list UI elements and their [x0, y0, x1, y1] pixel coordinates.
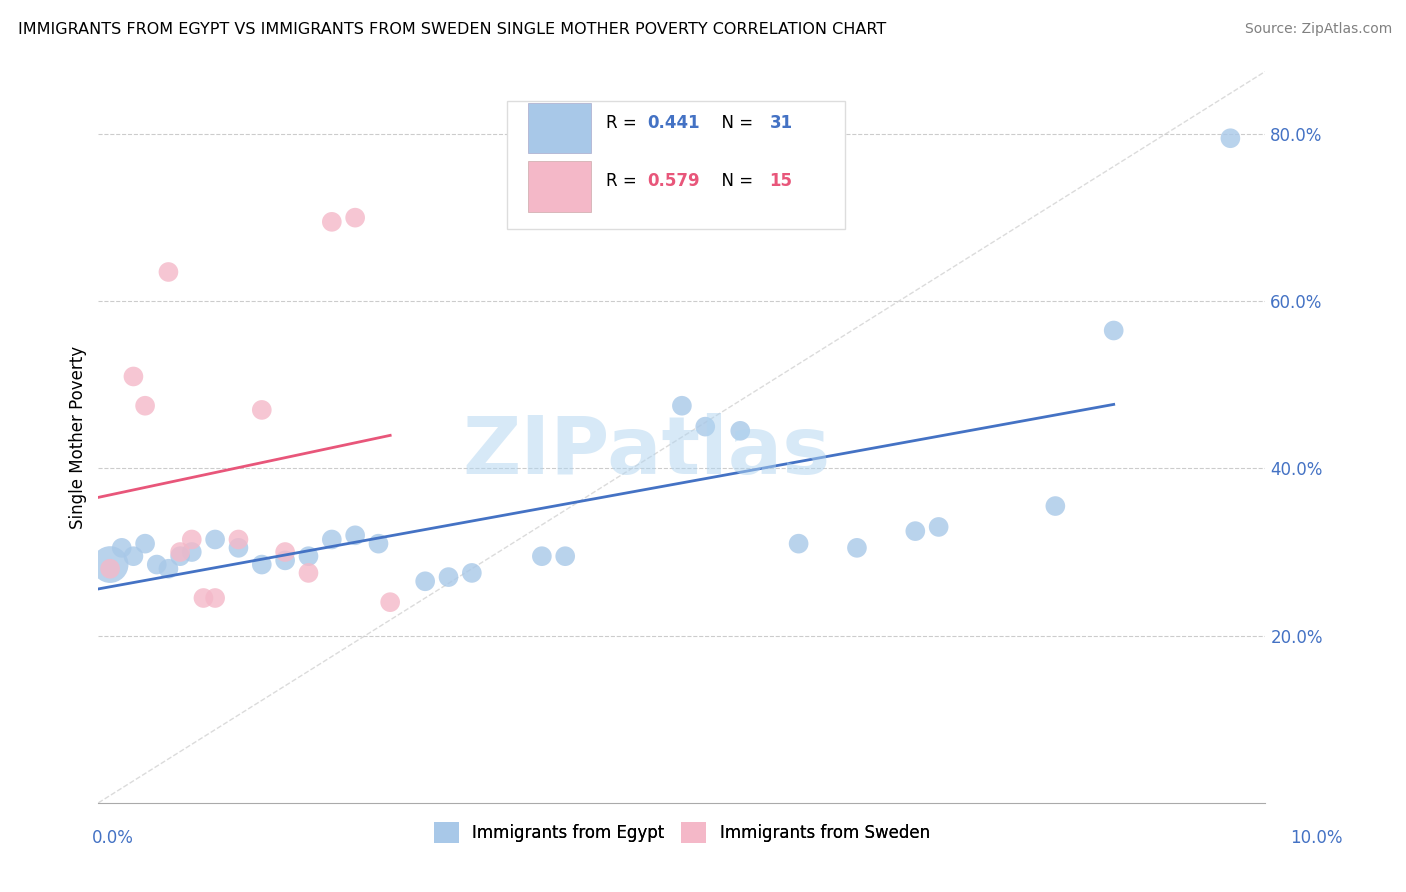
- Point: [134, 536, 156, 550]
- Point: [321, 215, 343, 229]
- Point: [904, 524, 927, 538]
- Point: [461, 566, 484, 580]
- Point: [98, 562, 121, 576]
- Point: [228, 533, 250, 547]
- Point: [146, 558, 169, 572]
- Point: [274, 553, 297, 567]
- Point: [134, 399, 156, 413]
- Point: [321, 533, 343, 547]
- Legend: Immigrants from Egypt, Immigrants from Sweden: Immigrants from Egypt, Immigrants from S…: [427, 815, 936, 849]
- Y-axis label: Single Mother Poverty: Single Mother Poverty: [69, 345, 87, 529]
- Point: [367, 536, 389, 550]
- Text: N =: N =: [711, 172, 758, 190]
- Point: [111, 541, 134, 555]
- Text: N =: N =: [711, 113, 758, 131]
- Text: R =: R =: [606, 172, 643, 190]
- Point: [344, 528, 367, 542]
- Point: [193, 591, 215, 605]
- FancyBboxPatch shape: [527, 103, 591, 153]
- Point: [730, 424, 752, 438]
- Point: [122, 369, 145, 384]
- Text: 0.441: 0.441: [647, 113, 700, 131]
- Text: 0.579: 0.579: [647, 172, 700, 190]
- Point: [169, 549, 191, 564]
- Point: [169, 545, 191, 559]
- Text: 15: 15: [769, 172, 793, 190]
- Point: [554, 549, 576, 564]
- Text: R =: R =: [606, 113, 643, 131]
- Point: [297, 549, 319, 564]
- Point: [250, 558, 273, 572]
- Point: [787, 536, 810, 550]
- Point: [180, 533, 202, 547]
- Point: [380, 595, 402, 609]
- Point: [250, 403, 273, 417]
- Point: [297, 566, 319, 580]
- Text: ZIPatlas: ZIPatlas: [463, 413, 831, 491]
- Point: [98, 558, 121, 572]
- Point: [1102, 324, 1125, 338]
- Point: [413, 574, 436, 589]
- Point: [671, 399, 693, 413]
- Point: [180, 545, 202, 559]
- Point: [204, 591, 226, 605]
- Point: [846, 541, 869, 555]
- Point: [122, 549, 145, 564]
- FancyBboxPatch shape: [527, 161, 591, 211]
- Text: Source: ZipAtlas.com: Source: ZipAtlas.com: [1244, 22, 1392, 37]
- Point: [530, 549, 553, 564]
- Point: [1219, 131, 1241, 145]
- Point: [928, 520, 950, 534]
- Point: [344, 211, 367, 225]
- Point: [157, 562, 180, 576]
- Text: 10.0%: 10.0%: [1291, 829, 1343, 847]
- Point: [157, 265, 180, 279]
- Point: [1045, 499, 1067, 513]
- Point: [228, 541, 250, 555]
- Point: [274, 545, 297, 559]
- Point: [204, 533, 226, 547]
- Text: IMMIGRANTS FROM EGYPT VS IMMIGRANTS FROM SWEDEN SINGLE MOTHER POVERTY CORRELATIO: IMMIGRANTS FROM EGYPT VS IMMIGRANTS FROM…: [18, 22, 887, 37]
- Text: 0.0%: 0.0%: [91, 829, 134, 847]
- FancyBboxPatch shape: [508, 101, 845, 228]
- Point: [695, 419, 717, 434]
- Text: 31: 31: [769, 113, 793, 131]
- Point: [437, 570, 460, 584]
